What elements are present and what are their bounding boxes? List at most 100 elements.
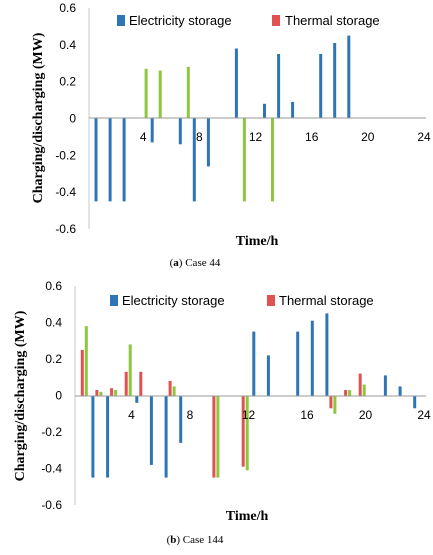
legend-label-electricity-a: Electricity storage <box>129 13 232 28</box>
bar-a-third-h11 <box>242 118 246 202</box>
bar-b-third-h2 <box>99 391 103 396</box>
bar-b-electricity-h2 <box>91 395 95 478</box>
y-axis-title-a: Charging/discharging (MW) <box>31 32 46 203</box>
caption-text-b: Case 144 <box>180 534 224 546</box>
legend-swatch-thermal-a <box>272 15 280 26</box>
bar-b-electricity-h24 <box>413 395 417 409</box>
bar-b-electricity-h17 <box>310 320 314 396</box>
bar-b-electricity-h18 <box>325 313 329 396</box>
bars-b <box>80 313 417 478</box>
caption-label-b: b <box>170 534 176 546</box>
x-tick-label-a: 8 <box>196 130 203 144</box>
bar-b-thermal-h20 <box>358 373 362 396</box>
bar-a-third-h5 <box>158 70 162 119</box>
y-tick-label-b: 0.4 <box>45 316 62 330</box>
bar-b-thermal-h7 <box>168 380 172 396</box>
bar-b-electricity-h7 <box>164 395 168 478</box>
y-tick-label-b: -0.6 <box>41 498 62 512</box>
x-tick-label-b: 20 <box>359 408 373 422</box>
bar-b-electricity-h22 <box>383 375 387 396</box>
bar-b-electricity-h16 <box>296 331 300 396</box>
y-tick-label-a: 0.2 <box>59 75 76 89</box>
x-tick-label-a: 12 <box>249 130 263 144</box>
x-tick-label-b: 8 <box>187 408 194 422</box>
x-tick-label-a: 16 <box>305 130 319 144</box>
bar-a-electricity-h2 <box>108 118 112 202</box>
y-tick-label-a: -0.2 <box>55 148 76 162</box>
bar-a-third-h13 <box>271 118 274 202</box>
x-tick-label-b: 12 <box>242 408 256 422</box>
bar-b-electricity-h3 <box>106 395 110 478</box>
y-tick-label-b: -0.4 <box>41 462 62 476</box>
bar-a-electricity-h7 <box>178 118 182 145</box>
bar-a-electricity-h13 <box>263 103 266 119</box>
legend-swatch-electricity-b <box>110 295 118 306</box>
legend-a: Electricity storage Thermal storage <box>117 13 380 28</box>
legend-label-thermal-a: Thermal storage <box>285 13 380 28</box>
bar-b-thermal-h1 <box>80 349 84 396</box>
bar-a-third-h7 <box>186 66 190 119</box>
y-tick-labels-a: 0.6 0.4 0.2 0 -0.2 -0.4 -0.6 <box>55 1 76 236</box>
bar-b-third-h12 <box>245 395 249 471</box>
bar-b-thermal-h2 <box>95 390 99 396</box>
y-tick-label-a: 0.4 <box>59 38 76 52</box>
x-tick-labels-b: 4 8 12 16 20 24 <box>128 408 431 422</box>
bar-a-electricity-h1 <box>94 118 98 202</box>
bar-b-electricity-h8 <box>179 395 183 443</box>
caption-b: (b) Case 144 <box>167 534 224 546</box>
caption-label-a: a <box>173 257 179 269</box>
legend-b: Electricity storage Thermal storage <box>110 293 374 308</box>
bar-b-third-h10 <box>216 395 220 478</box>
y-tick-label-b: -0.2 <box>41 425 62 439</box>
bar-a-electricity-h3 <box>122 118 126 202</box>
legend-label-thermal-b: Thermal storage <box>279 293 374 308</box>
y-tick-label-a: 0.6 <box>59 1 76 15</box>
bar-a-electricity-h8 <box>192 118 196 202</box>
x-tick-label-a: 20 <box>361 130 375 144</box>
bar-a-electricity-h17 <box>319 54 323 119</box>
x-tick-label-a: 24 <box>417 130 431 144</box>
bar-b-third-h1 <box>84 326 88 396</box>
bar-b-electricity-h14 <box>266 355 270 396</box>
bar-a-electricity-h15 <box>291 101 295 119</box>
bar-b-thermal-h12 <box>241 395 245 467</box>
legend-swatch-thermal-b <box>267 295 275 306</box>
y-tick-label-b: 0.2 <box>45 352 62 366</box>
y-tick-label-b: 0.6 <box>45 279 62 293</box>
bar-a-electricity-h19 <box>347 35 351 119</box>
bars-a <box>94 35 351 202</box>
y-axis-title-b: Charging/discharging (MW) <box>13 310 28 481</box>
bar-a-third-h4 <box>144 68 148 119</box>
y-tick-labels-b: 0.6 0.4 0.2 0 -0.2 -0.4 -0.6 <box>41 279 62 512</box>
bar-b-thermal-h10 <box>212 395 216 478</box>
bar-a-electricity-h5 <box>150 118 154 143</box>
bar-b-third-h18 <box>333 395 337 414</box>
bar-b-third-h3 <box>114 390 118 396</box>
x-tick-label-b: 4 <box>128 408 135 422</box>
x-tick-labels-a: 4 8 12 16 20 24 <box>140 130 431 144</box>
caption-text-a: Case 44 <box>182 257 220 269</box>
chart-panel-b: 0.6 0.4 0.2 0 -0.2 -0.4 -0.6 4 8 12 16 20 24 Electr… <box>13 279 431 546</box>
x-tick-label-b: 16 <box>300 408 314 422</box>
bar-b-thermal-h5 <box>139 371 143 396</box>
bar-a-electricity-h18 <box>333 43 337 119</box>
legend-label-electricity-b: Electricity storage <box>122 293 225 308</box>
bar-b-electricity-h6 <box>149 395 153 465</box>
bar-b-electricity-h13 <box>252 331 256 396</box>
legend-swatch-electricity-a <box>117 15 125 26</box>
y-tick-label-b: 0 <box>55 389 62 403</box>
chart-panel-a: 0.6 0.4 0.2 0 -0.2 -0.4 -0.6 4 8 12 16 20 24 Electr… <box>31 1 431 269</box>
bar-a-electricity-h9 <box>206 118 210 167</box>
caption-a: (a) Case 44 <box>170 257 221 269</box>
bar-a-electricity-h11 <box>234 48 238 119</box>
bar-a-electricity-h14 <box>277 54 281 119</box>
bar-b-third-h20 <box>362 384 366 396</box>
y-tick-label-a: 0 <box>69 112 76 126</box>
bar-b-thermal-h19 <box>344 390 348 396</box>
bar-b-third-h19 <box>348 390 352 396</box>
bar-b-thermal-h18 <box>329 395 333 409</box>
bar-b-thermal-h3 <box>110 388 114 396</box>
bar-b-third-h4 <box>128 344 132 396</box>
y-tick-label-a: -0.6 <box>55 222 76 236</box>
